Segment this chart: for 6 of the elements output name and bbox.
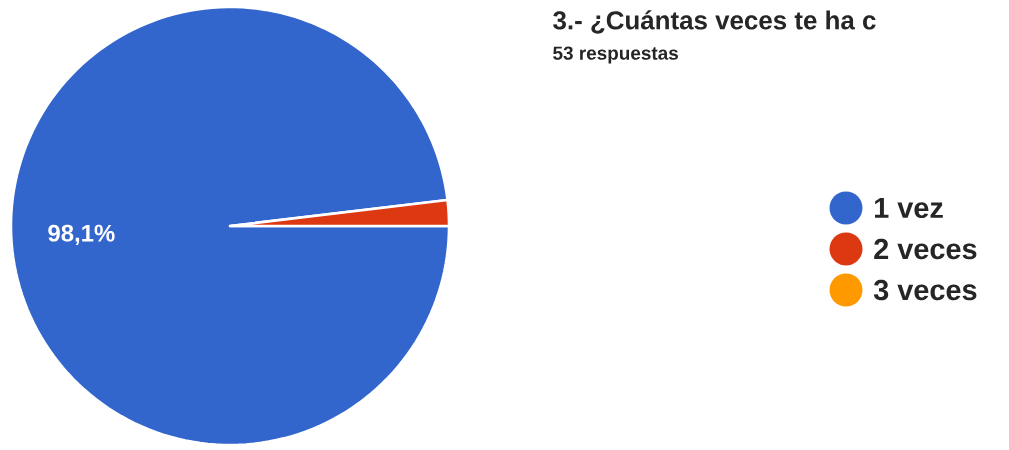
data-label: 98,1% bbox=[48, 224, 115, 246]
text: 53 respuestas bbox=[553, 46, 678, 64]
chart-title: 3.- ¿Cuántas veces te ha c bbox=[553, 10, 876, 34]
legend-label: 3 veces bbox=[873, 279, 977, 301]
legend-label: 1 vez bbox=[875, 197, 943, 219]
legend-label: 2 veces bbox=[874, 238, 977, 260]
